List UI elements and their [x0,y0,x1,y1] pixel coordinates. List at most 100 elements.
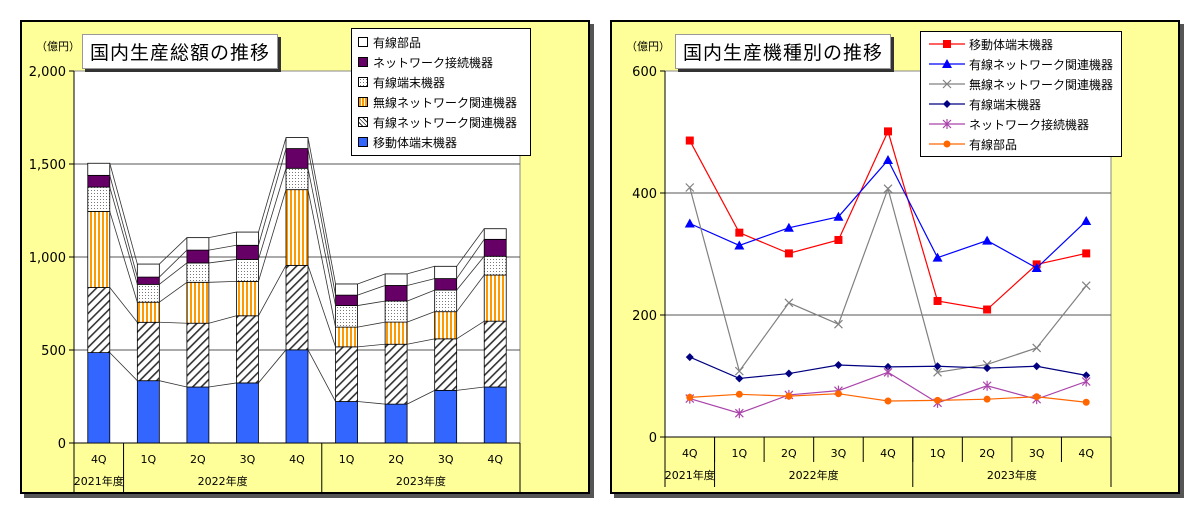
legend-marker [929,79,965,89]
y-tick-label: 0 [58,437,66,452]
data-point [982,235,993,245]
data-point [942,119,952,129]
data-point [983,305,992,314]
bar-segment [136,301,160,323]
x-group-label: 2022年度 [789,468,839,482]
bar-segment [186,281,210,324]
data-point [834,390,842,398]
bar-segment [236,244,259,260]
series-connector [456,239,485,279]
legend-swatch [358,97,368,107]
x-tick-label: 1Q [930,447,946,460]
data-point [983,364,992,373]
legend-item: 移動体端末機器 [358,132,524,152]
series-connector [159,237,188,265]
legend-swatch [358,37,368,47]
bar-segment [335,283,358,296]
chart-title: 国内生産総額の推移 [82,34,279,69]
legend-swatch [358,137,368,147]
y-tick-label: 2,000 [29,65,66,80]
data-point [686,393,694,401]
series-connector [208,231,237,239]
series-connector [407,278,435,286]
legend-item: 移動体端末機器 [929,34,1113,54]
data-point [943,40,951,48]
series-connector [208,382,237,388]
data-point [933,296,942,305]
series-connector [406,311,435,323]
x-tick-label: 1Q [339,453,355,466]
bar-segment [186,249,210,264]
series-connector [109,163,138,265]
series-connector [456,386,485,391]
x-group-label: 2022年度 [198,474,248,488]
series-connector [456,274,485,312]
legend-item: 有線ネットワーク関連機器 [929,54,1113,74]
bar-segment [434,311,458,340]
series-connector [208,280,237,283]
data-point [884,362,892,371]
bar-segment [285,189,309,266]
x-tick-label: 4Q [682,447,698,460]
y-tick-label: 400 [632,187,657,202]
chart-title: 国内生産機種別の推移 [675,34,892,69]
data-point [685,183,695,192]
data-point [1081,281,1091,291]
series-connector [258,265,287,316]
bar-segment [483,228,507,240]
bar-segment [434,289,458,313]
bar-segment [285,349,309,444]
series-connector [357,300,386,306]
data-point [1082,371,1091,380]
x-tick-label: 2Q [388,453,404,466]
series-connector [258,148,287,246]
data-point [883,367,893,378]
series-connector [159,321,187,324]
bar-segment [136,283,160,303]
data-point [982,380,992,391]
legend-item: 有線部品 [929,134,1113,154]
bar-segment [335,294,358,306]
series-connector [258,349,287,384]
bar-segment [136,263,160,278]
bar-segment [335,305,358,328]
data-point [943,100,951,108]
bar-segment [483,386,507,444]
bar-segment [186,386,210,444]
bar-segment [384,321,408,345]
bar-segment [285,137,309,149]
series-connector [258,137,287,233]
series-connector [109,287,138,323]
bar-segment [236,382,259,444]
legend-label: 有線部品 [373,35,422,50]
legend-label: 移動体端末機器 [373,135,458,150]
legend-marker [929,100,965,108]
x-tick-label: 4Q [880,447,896,460]
x-tick-label: 3Q [831,447,847,460]
legend-item: 有線ネットワーク関連機器 [358,112,524,132]
data-point [735,228,744,237]
legend-label: 有線ネットワーク関連機器 [968,57,1113,72]
data-point [734,240,745,250]
series-connector [456,228,485,267]
series-connector [208,244,237,251]
bar-segment [136,321,160,382]
series-connector [456,256,485,291]
x-tick-label: 4Q [1078,447,1094,460]
data-point [942,79,952,89]
y-axis-unit: （億円） [626,40,670,53]
series-connector [159,249,188,278]
x-group-label: 2023年度 [987,468,1037,482]
series-connector [159,262,188,285]
x-tick-label: 4Q [487,453,503,466]
bar-segment [236,315,259,384]
legend-label: 有線部品 [969,137,1018,152]
x-tick-label: 2Q [190,453,206,466]
bar-segment [285,148,309,169]
bar-segment [384,403,408,444]
x-tick-label: 2Q [781,447,797,460]
x-group-label: 2021年度 [665,468,715,482]
series-connector [208,315,237,324]
data-point [884,127,892,136]
legend-label: 有線端末機器 [969,97,1042,112]
